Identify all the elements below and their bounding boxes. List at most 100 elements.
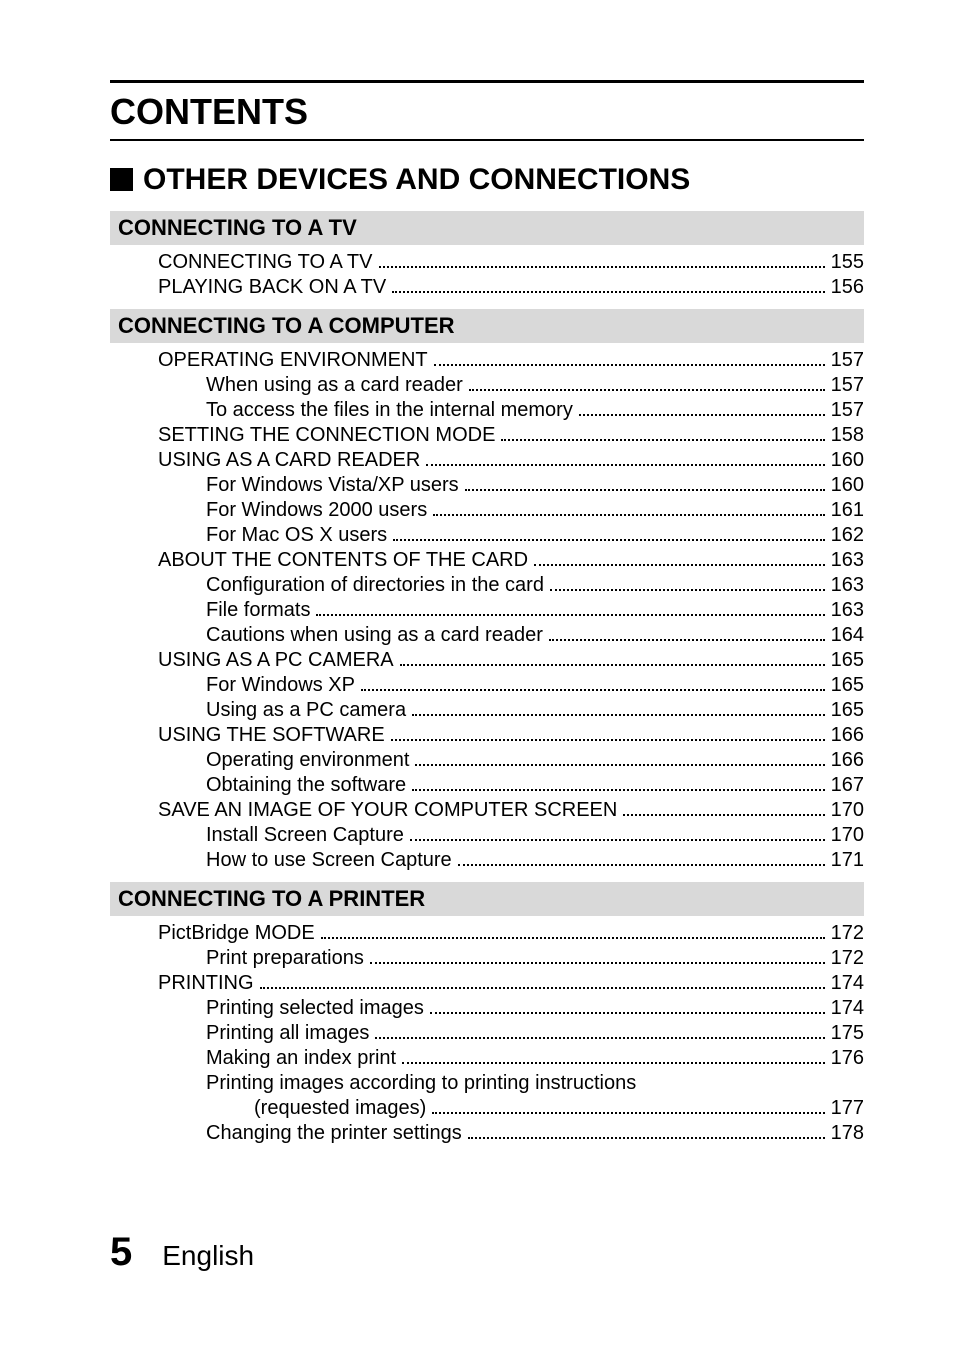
toc-line: USING AS A PC CAMERA165 [110, 649, 864, 672]
toc-page: 174 [831, 997, 864, 1020]
toc-dots [534, 564, 825, 566]
toc-line: ABOUT THE CONTENTS OF THE CARD 163 [110, 549, 864, 572]
toc-label: Configuration of directories in the card [206, 574, 544, 597]
toc-label: Printing selected images [206, 997, 424, 1020]
toc-dots [468, 1137, 825, 1139]
toc-dots [426, 464, 824, 466]
toc-line: Obtaining the software167 [110, 774, 864, 797]
toc-page: 165 [831, 674, 864, 697]
title-rule-bottom [110, 139, 864, 141]
toc-dots [316, 614, 824, 616]
toc-page: 170 [831, 799, 864, 822]
toc-line: USING THE SOFTWARE166 [110, 724, 864, 747]
toc-label: To access the files in the internal memo… [206, 399, 573, 422]
toc-line: Making an index print 176 [110, 1047, 864, 1070]
toc-page: 161 [831, 499, 864, 522]
title-rule-top [110, 80, 864, 83]
section-header: CONNECTING TO A PRINTER [110, 882, 864, 916]
toc-dots [412, 714, 825, 716]
toc-page: 163 [831, 599, 864, 622]
toc-label: (requested images) [254, 1097, 426, 1120]
toc-page: 167 [831, 774, 864, 797]
toc-line: SETTING THE CONNECTION MODE 158 [110, 424, 864, 447]
toc-label: Cautions when using as a card reader [206, 624, 543, 647]
toc-line: For Windows XP 165 [110, 674, 864, 697]
toc-dots [321, 937, 825, 939]
toc-label: Using as a PC camera [206, 699, 406, 722]
toc-dots [432, 1112, 824, 1114]
toc-dots [412, 789, 825, 791]
toc-page: 160 [831, 449, 864, 472]
toc-dots [402, 1062, 825, 1064]
toc-page: 174 [831, 972, 864, 995]
toc-dots [375, 1037, 824, 1039]
toc-page: 155 [831, 251, 864, 274]
toc-label: SETTING THE CONNECTION MODE [158, 424, 495, 447]
toc-label: PLAYING BACK ON A TV [158, 276, 386, 299]
toc-line: USING AS A CARD READER 160 [110, 449, 864, 472]
toc-label: ABOUT THE CONTENTS OF THE CARD [158, 549, 528, 572]
toc-dots [549, 639, 825, 641]
toc-label: Making an index print [206, 1047, 396, 1070]
toc-page: 171 [831, 849, 864, 872]
toc-dots [393, 539, 824, 541]
toc-page: 157 [831, 374, 864, 397]
toc-line: For Mac OS X users 162 [110, 524, 864, 547]
toc-label: PictBridge MODE [158, 922, 315, 945]
toc-dots [434, 364, 825, 366]
toc-page: 162 [831, 524, 864, 547]
toc-label: When using as a card reader [206, 374, 463, 397]
toc-label: CONNECTING TO A TV [158, 251, 373, 274]
toc-line: (requested images) 177 [110, 1097, 864, 1120]
toc-page: 165 [831, 649, 864, 672]
toc-label: SAVE AN IMAGE OF YOUR COMPUTER SCREEN [158, 799, 617, 822]
toc-dots [458, 864, 825, 866]
toc-line: Printing all images175 [110, 1022, 864, 1045]
toc-dots [415, 764, 824, 766]
toc-page: 157 [831, 349, 864, 372]
section-header: CONNECTING TO A COMPUTER [110, 309, 864, 343]
toc-page: 178 [831, 1122, 864, 1145]
toc-page: 177 [831, 1097, 864, 1120]
toc-line: For Windows 2000 users 161 [110, 499, 864, 522]
toc-page: 158 [831, 424, 864, 447]
toc-page: 166 [831, 724, 864, 747]
toc-line: To access the files in the internal memo… [110, 399, 864, 422]
toc-dots [260, 987, 825, 989]
toc-page: 164 [831, 624, 864, 647]
toc-page: 170 [831, 824, 864, 847]
section-title: OTHER DEVICES AND CONNECTIONS [110, 163, 864, 197]
toc-page: 176 [831, 1047, 864, 1070]
page-title: CONTENTS [110, 91, 864, 133]
toc-dots [465, 489, 825, 491]
toc-line: File formats 163 [110, 599, 864, 622]
toc-line: Configuration of directories in the card… [110, 574, 864, 597]
language-label: English [162, 1240, 254, 1272]
toc-label: USING AS A CARD READER [158, 449, 420, 472]
toc-container: CONNECTING TO A TVCONNECTING TO A TV155P… [110, 211, 864, 1145]
toc-line: Cautions when using as a card reader 164 [110, 624, 864, 647]
toc-page: 156 [831, 276, 864, 299]
toc-dots [392, 291, 824, 293]
toc-dots [623, 814, 824, 816]
toc-dots [430, 1012, 825, 1014]
toc-line-wrap: Printing images according to printing in… [110, 1072, 864, 1095]
toc-line: PictBridge MODE172 [110, 922, 864, 945]
toc-dots [550, 589, 825, 591]
toc-label: Operating environment [206, 749, 409, 772]
toc-label: File formats [206, 599, 310, 622]
toc-line: SAVE AN IMAGE OF YOUR COMPUTER SCREEN 170 [110, 799, 864, 822]
toc-page: 166 [831, 749, 864, 772]
toc-line: Print preparations172 [110, 947, 864, 970]
toc-dots [579, 414, 825, 416]
toc-label: For Mac OS X users [206, 524, 387, 547]
toc-label: PRINTING [158, 972, 254, 995]
page-number: 5 [110, 1230, 132, 1275]
toc-dots [370, 962, 825, 964]
toc-label: For Windows XP [206, 674, 355, 697]
toc-page: 163 [831, 549, 864, 572]
toc-dots [410, 839, 825, 841]
toc-label: Changing the printer settings [206, 1122, 462, 1145]
toc-label: For Windows 2000 users [206, 499, 427, 522]
toc-label: Print preparations [206, 947, 364, 970]
